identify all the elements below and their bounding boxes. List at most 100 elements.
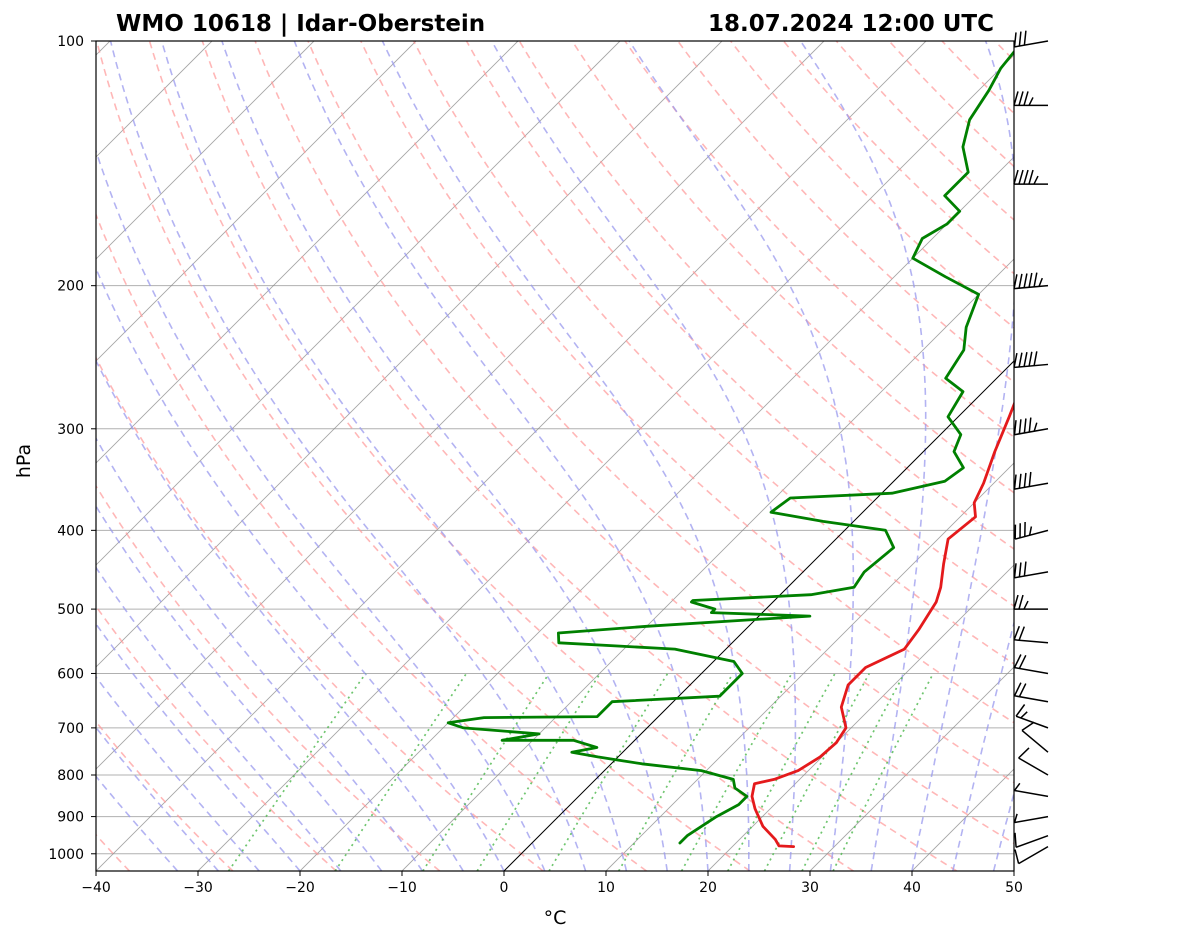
y-tick-label-600: 600 <box>57 666 84 682</box>
dry-adiabats <box>96 41 1014 871</box>
wind-barb-full-feather <box>1018 626 1026 641</box>
dry-adiabat-line <box>571 41 1014 494</box>
wind-barb <box>1013 561 1049 579</box>
moist-adiabats <box>96 41 1014 871</box>
x-tick-label-5: 10 <box>597 880 615 896</box>
isotherm-line <box>96 41 621 566</box>
wind-barb-full-feather <box>1018 352 1023 368</box>
isotherm-line <box>96 41 825 770</box>
isotherm-line <box>96 41 417 362</box>
x-tick-label-4: 0 <box>500 880 509 896</box>
wind-barb-full-feather <box>1014 849 1020 864</box>
wind-barb <box>1013 682 1049 703</box>
isotherm-line <box>96 41 315 260</box>
wind-barb-full-feather <box>1028 417 1032 433</box>
mixing-ratio-line <box>832 673 934 871</box>
wind-barb-full-feather <box>1018 91 1024 106</box>
wind-barb-staff <box>1021 729 1049 753</box>
moist-adiabat-line <box>911 41 1014 871</box>
wind-barb-full-feather <box>1023 472 1027 488</box>
wind-barb-full-feather <box>1013 169 1019 185</box>
dry-adiabat-line <box>835 41 1014 221</box>
moist-adiabat-line <box>96 622 301 871</box>
wind-barb-full-feather <box>1028 351 1033 367</box>
dry-adiabat-line <box>782 41 1014 275</box>
y-tick-label-300: 300 <box>57 422 84 438</box>
moist-adiabat-line <box>109 41 587 871</box>
zero-degree-isotherm <box>503 360 1014 871</box>
wind-barb-half-feather <box>1013 782 1021 791</box>
wind-barb-full-feather <box>1021 721 1035 732</box>
wind-barb <box>1013 272 1049 290</box>
dry-adiabat-line <box>96 41 751 871</box>
wind-barb-staff <box>1014 815 1049 824</box>
mixing-ratio-lines <box>227 673 934 871</box>
wind-barb-full-feather <box>1023 169 1029 185</box>
wind-barb-full-feather <box>1013 682 1022 697</box>
moist-adiabat-line <box>293 41 709 871</box>
moist-adiabat-line <box>96 148 546 871</box>
x-tick-label-6: 20 <box>699 880 717 896</box>
wind-barb-full-feather <box>1013 474 1017 490</box>
mixing-ratio-line <box>763 673 871 871</box>
moist-adiabat-line <box>952 619 1014 871</box>
wind-barb-staff <box>1018 845 1049 865</box>
wind-barb-half-feather <box>1033 422 1038 432</box>
mixing-ratio-line <box>727 673 836 871</box>
wind-barb <box>1013 30 1049 48</box>
isotherms <box>96 41 1014 871</box>
dry-adiabat-line <box>96 212 647 871</box>
wind-barb-full-feather <box>1033 272 1038 288</box>
wind-barb-full-feather <box>1018 654 1027 669</box>
wind-barb-full-feather <box>1018 683 1027 698</box>
moist-adiabat-line <box>160 41 628 871</box>
dry-adiabat-line <box>148 41 854 871</box>
wind-barb <box>1014 521 1049 540</box>
wind-barb-half-feather <box>1023 600 1029 610</box>
chart-title-station: WMO 10618 | Idar-Oberstein <box>116 11 485 37</box>
y-tick-label-100: 100 <box>57 34 84 50</box>
y-tick-label-400: 400 <box>57 523 84 539</box>
zero-isotherm <box>503 360 1014 871</box>
mixing-ratio-line <box>548 673 669 871</box>
y-axis-label: hPa <box>13 444 35 478</box>
wind-barb-staff <box>1014 789 1049 798</box>
x-tick-label-0: −40 <box>81 880 111 896</box>
wind-barb-full-feather <box>1023 273 1028 288</box>
y-axis-ticks: 1000 900 800 700 600 500 400 300 200 100 <box>48 34 96 863</box>
wind-barb-full-feather <box>1013 91 1019 106</box>
wind-barb-full-feather <box>1028 272 1033 288</box>
wind-barb-half-feather <box>1038 277 1043 287</box>
isotherm-line <box>605 462 1014 871</box>
wind-barb <box>1013 471 1049 490</box>
wind-barb-full-feather <box>1018 273 1023 289</box>
isotherm-line <box>299 156 1014 871</box>
isotherm-line <box>707 564 1014 871</box>
wind-barb-full-feather <box>1013 274 1018 289</box>
x-axis-ticks: −40 −30 −20 −10 0 10 20 30 40 50 <box>81 871 1023 896</box>
isotherm-line <box>96 41 927 871</box>
wind-barb <box>1014 845 1049 865</box>
wind-barb-full-feather <box>1018 562 1022 578</box>
wind-barb-full-feather <box>1013 563 1017 578</box>
y-tick-label-200: 200 <box>57 279 84 295</box>
dry-adiabat-line <box>96 484 441 871</box>
wind-barb-half-feather <box>1013 813 1018 823</box>
moist-adiabat-line <box>96 566 342 871</box>
x-axis-label: °C <box>544 907 567 929</box>
wind-barb-staff <box>1018 757 1049 776</box>
x-tick-label-1: −30 <box>183 880 213 896</box>
wind-barb-full-feather <box>1013 654 1022 668</box>
wind-barb-staff <box>1015 834 1049 849</box>
profiles <box>446 49 1014 848</box>
wind-barb-full-feather <box>1018 419 1022 434</box>
x-tick-label-7: 30 <box>801 880 819 896</box>
wind-barb-full-feather <box>1023 418 1027 434</box>
wind-barb-full-feather <box>1015 704 1026 717</box>
wind-barb <box>1013 91 1049 107</box>
dry-adiabat-line <box>96 604 337 871</box>
x-tick-label-8: 40 <box>903 880 921 896</box>
wind-barbs <box>1013 30 1049 865</box>
wind-barb-full-feather <box>1013 352 1018 368</box>
